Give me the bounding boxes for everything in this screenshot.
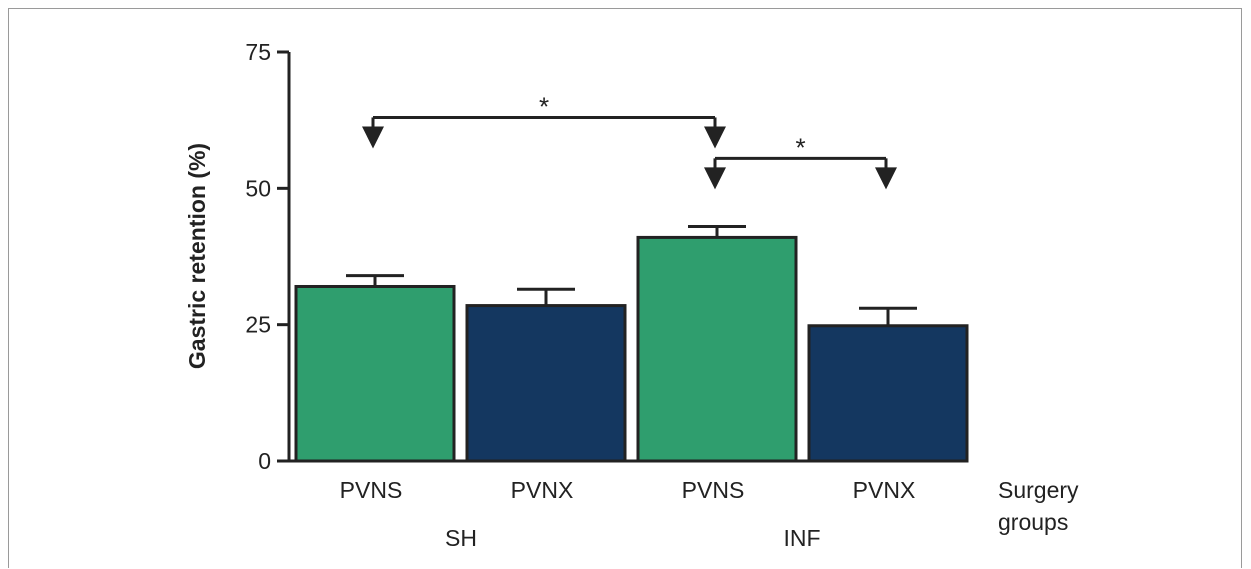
arrowhead (704, 167, 726, 190)
bar (636, 235, 798, 463)
group-label: INF (783, 525, 820, 551)
x-tick-label: PVNS (682, 477, 745, 503)
y-tick-label: 75 (245, 39, 271, 65)
figure-frame (8, 8, 1242, 568)
group-label: SH (445, 525, 477, 551)
arrowhead (362, 126, 384, 149)
y-tick-label: 50 (245, 175, 271, 201)
chart-bars (294, 225, 969, 463)
y-tick-label: 0 (258, 448, 271, 474)
x-tick-label: PVNS (340, 477, 403, 503)
x-tick-label: PVNX (511, 477, 574, 503)
x-axis-title: Surgery (998, 477, 1079, 503)
arrowhead (704, 126, 726, 149)
x-axis-title: groups (998, 509, 1068, 535)
significance-label: * (539, 91, 549, 121)
arrowhead (875, 167, 897, 190)
bar (465, 304, 627, 463)
chart-labels: 0 25 50 75 Gastric retention (%) PVNS PVNX PVNS… (184, 39, 1079, 551)
significance-label: * (795, 132, 805, 162)
y-tick-label: 25 (245, 312, 271, 338)
y-axis-title: Gastric retention (%) (184, 143, 210, 369)
bar (294, 284, 456, 463)
x-tick-label: PVNX (853, 477, 916, 503)
bar (807, 324, 969, 463)
significance-brackets: ** (362, 91, 897, 190)
